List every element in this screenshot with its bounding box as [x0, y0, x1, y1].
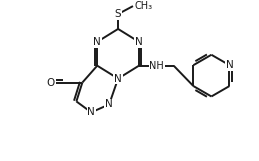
Text: N: N: [87, 107, 95, 117]
Text: NH: NH: [149, 61, 164, 71]
Text: CH₃: CH₃: [135, 1, 153, 11]
Text: S: S: [115, 9, 121, 19]
Text: N: N: [114, 74, 122, 84]
Text: N: N: [135, 37, 143, 47]
Text: N: N: [93, 37, 101, 47]
Text: N: N: [226, 60, 233, 70]
Text: O: O: [46, 78, 55, 88]
Text: N: N: [105, 99, 113, 109]
